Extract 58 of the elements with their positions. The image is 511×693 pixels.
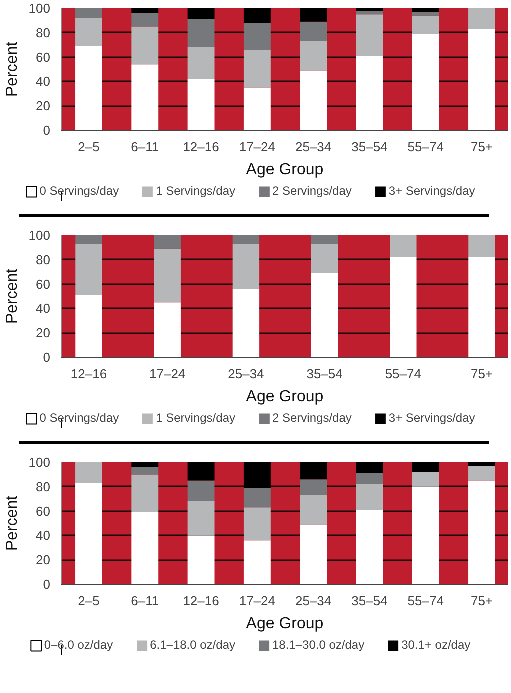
x-tick-label: 25–34 — [295, 594, 332, 608]
legend-label: 1 Servings/day — [156, 411, 236, 425]
x-tick-label: 35–54 — [352, 594, 388, 608]
x-tick-label: 35–54 — [352, 140, 388, 154]
y-axis-title: Percent — [4, 495, 21, 552]
x-tick-label: 12–16 — [70, 366, 108, 382]
y-tick-label: 60 — [36, 504, 51, 519]
legend-label: 0 Servings/day — [40, 184, 120, 198]
x-tick-label: 55–74 — [408, 140, 444, 154]
x-tick-label: 75+ — [470, 594, 494, 608]
legend-label: 2 Servings/day — [272, 184, 352, 198]
y-tick-label: 80 — [36, 25, 51, 40]
x-axis-title: Age Group — [246, 388, 324, 406]
x-tick-label: 75+ — [470, 140, 494, 154]
x-tick-label: 55–74 — [385, 366, 422, 382]
y-tick-label: 100 — [28, 1, 51, 16]
x-axis-title: Age Group — [246, 616, 324, 632]
x-tick-label: 6–11 — [131, 594, 160, 608]
x-tick-label: 17–24 — [150, 366, 186, 382]
legend-label: 30.1+ oz/day — [402, 638, 471, 652]
y-tick-label: 0 — [43, 577, 51, 592]
x-tick-label: 25–34 — [295, 140, 332, 154]
y-axis-title: Percent — [4, 41, 21, 98]
legend-label: 18.1–30.0 oz/day — [272, 638, 365, 652]
y-tick-label: 20 — [36, 326, 51, 341]
x-tick-label: 55–74 — [408, 594, 444, 608]
legend-label: 1 Servings/day — [156, 184, 236, 198]
legend-label: 3+ Servings/day — [388, 411, 476, 425]
x-tick-label: 25–34 — [228, 366, 264, 382]
y-tick-label: 20 — [36, 552, 51, 568]
y-tick-label: 20 — [36, 98, 51, 114]
x-tick-label: 12–16 — [183, 140, 220, 154]
y-tick-label: 80 — [36, 479, 51, 494]
legend-label: 0–6.0 oz/day — [44, 638, 114, 652]
y-axis-title: Percent — [4, 268, 21, 324]
y-tick-label: 80 — [36, 252, 51, 268]
y-tick-label: 60 — [36, 50, 51, 65]
x-tick-label: 12–16 — [183, 594, 220, 608]
x-tick-label: 75+ — [470, 366, 494, 382]
y-tick-label: 40 — [36, 74, 51, 90]
legend-label: 3+ Servings/day — [388, 184, 476, 198]
y-tick-label: 40 — [36, 301, 51, 316]
y-tick-label: 60 — [36, 276, 51, 292]
y-tick-label: 0 — [43, 123, 51, 138]
x-tick-label: 35–54 — [306, 366, 343, 382]
y-tick-label: 0 — [43, 350, 51, 365]
legend-label: 2 Servings/day — [272, 411, 352, 425]
x-tick-label: 6–11 — [131, 140, 160, 154]
legend-label: 0 Servings/day — [40, 411, 120, 425]
x-tick-label: 2–5 — [78, 594, 100, 608]
y-tick-label: 40 — [36, 528, 51, 544]
x-tick-label: 17–24 — [239, 594, 276, 608]
x-tick-label: 17–24 — [239, 140, 276, 154]
x-axis-title: Age Group — [246, 162, 324, 178]
x-tick-label: 2–5 — [78, 140, 100, 154]
y-tick-label: 100 — [28, 228, 51, 243]
legend-label: 6.1–18.0 oz/day — [150, 638, 236, 652]
y-tick-label: 100 — [28, 455, 51, 470]
